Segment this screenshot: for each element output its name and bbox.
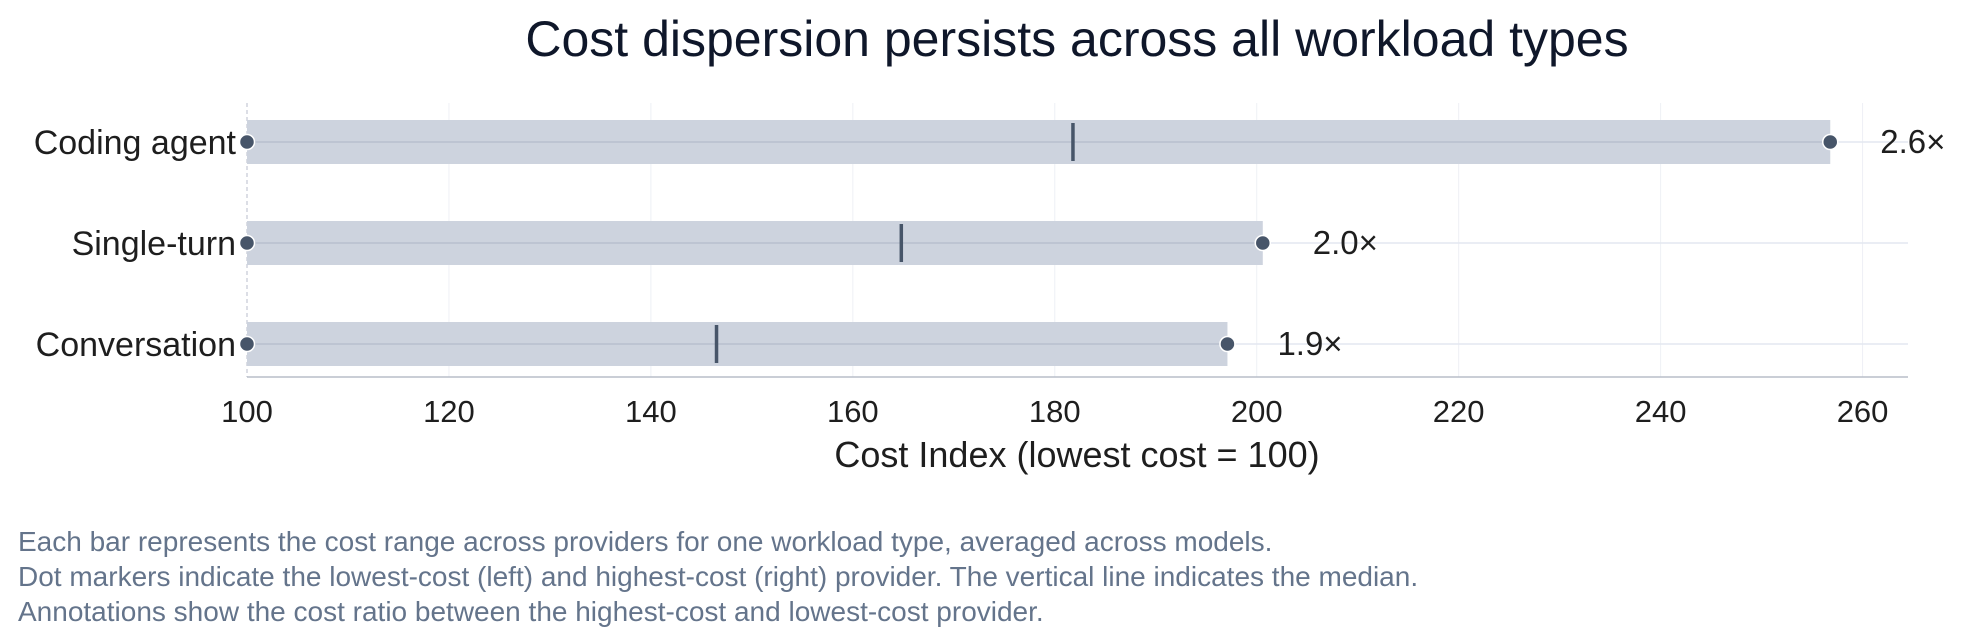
low-marker (238, 234, 256, 252)
x-tick-label: 240 (1635, 394, 1687, 429)
ratio-label: 2.6× (1880, 123, 1945, 160)
x-tick-label: 120 (423, 394, 475, 429)
high-marker (1254, 234, 1272, 252)
category-label: Conversation (36, 326, 236, 364)
ratio-label: 1.9× (1277, 325, 1342, 362)
x-tick-label: 180 (1029, 394, 1081, 429)
x-tick-label: 140 (625, 394, 677, 429)
x-tick-label: 220 (1433, 394, 1485, 429)
category-label: Coding agent (34, 124, 237, 162)
note-line: Annotations show the cost ratio between … (18, 596, 1044, 627)
x-tick-label: 260 (1837, 394, 1889, 429)
note-line: Each bar represents the cost range acros… (18, 526, 1273, 557)
x-axis-label: Cost Index (lowest cost = 100) (834, 434, 1319, 475)
x-tick-label: 160 (827, 394, 879, 429)
high-marker (1219, 335, 1236, 353)
chart-title: Cost dispersion persists across all work… (525, 11, 1628, 67)
low-marker (238, 335, 256, 353)
high-marker (1822, 133, 1839, 151)
ratio-label: 2.0× (1313, 224, 1378, 261)
note-line: Dot markers indicate the lowest-cost (le… (18, 561, 1419, 592)
plot-area: 2.6× Coding agent 2.0× Single-turn 1.9× Conve… (34, 120, 1945, 366)
category-label: Single-turn (72, 225, 236, 263)
low-marker (238, 133, 256, 151)
x-tick-label: 200 (1231, 394, 1283, 429)
range-chart: Cost dispersion persists across all work… (34, 11, 1946, 475)
x-tick-label: 100 (221, 394, 273, 429)
chart-notes: Each bar represents the cost range acros… (18, 524, 1418, 629)
x-axis: 100 120 140 160 180 200 220 240 260 (221, 376, 1908, 429)
